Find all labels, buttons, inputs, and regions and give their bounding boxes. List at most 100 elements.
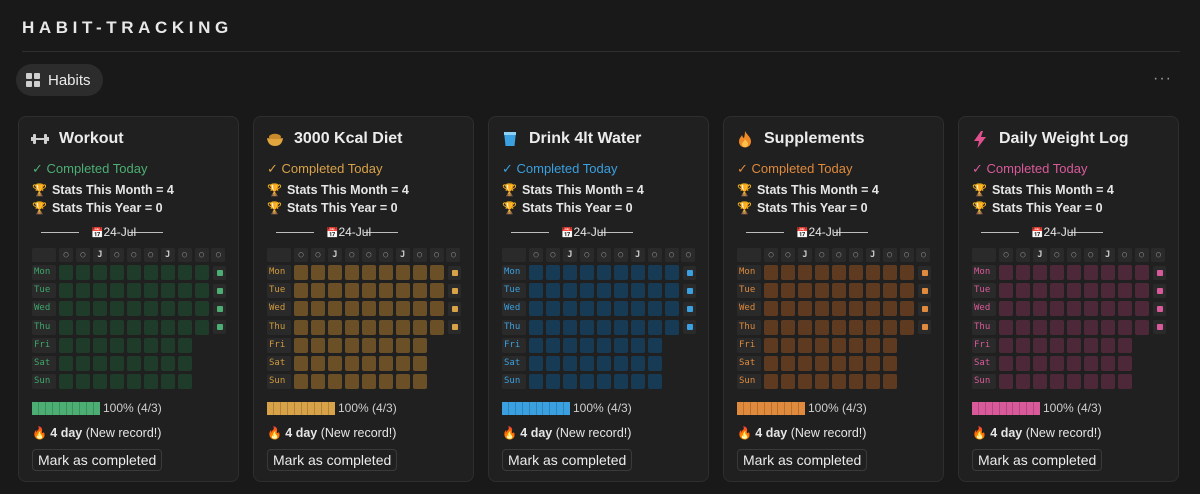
progress-segment [792,401,800,415]
today-marker [448,301,462,316]
day-label: Mon [502,265,526,280]
heatmap-cell [882,337,897,353]
heatmap-cell [75,374,90,390]
more-options-button[interactable]: ··· [1153,70,1172,87]
heatmap-cell [378,374,393,390]
mark-completed-button[interactable]: Mark as completed [32,449,163,471]
heatmap-row: Wed [737,301,932,317]
title-divider [22,51,1180,52]
view-tab-habits[interactable]: Habits [16,64,103,96]
heatmap-cell [999,319,1013,335]
trophy-icon: 🏆 [737,201,752,215]
heatmap-cell [1100,301,1115,317]
habit-title[interactable]: Supplements [764,130,865,147]
mark-completed-button[interactable]: Mark as completed [972,449,1103,471]
heatmap-cell [529,374,543,390]
today-marker [448,283,462,298]
heatmap-row: Mon [737,265,932,280]
heatmap-cell [865,265,880,280]
heatmap-month-cell: ○ [412,248,427,262]
streak: 🔥 4 day (New record!) [972,426,1101,440]
progress-segment [502,401,509,415]
date-marker: 📅24-Jul [41,225,163,239]
heatmap-cell [814,301,829,317]
heatmap-cell [848,301,863,317]
heatmap-cell [529,283,543,299]
heatmap-month-cell: ○ [446,248,461,262]
trophy-icon: 🏆 [502,183,517,197]
heatmap-cell [59,265,73,280]
heatmap-cell [361,301,376,317]
heatmap-cell [613,356,628,371]
heatmap-cell [344,337,359,353]
streak-count: 4 day [520,426,553,440]
mark-completed-button[interactable]: Mark as completed [267,449,398,471]
heatmap-month-cell: ○ [1151,248,1166,262]
heatmap-cell [1134,319,1149,335]
streak-count: 4 day [50,426,83,440]
heatmap-cell [109,265,124,280]
mark-completed-button[interactable]: Mark as completed [502,449,633,471]
heatmap-cell [1100,374,1115,390]
progress-segment [757,401,765,415]
heatmap-cell [109,374,124,390]
heatmap-cell [1100,356,1115,371]
heatmap-cell [596,374,611,390]
progress-segment [764,401,772,415]
date-rule-right [834,232,868,233]
streak-note: (New record!) [552,426,632,440]
heatmap-row: Fri [267,337,430,353]
heatmap-cell [344,319,359,335]
trophy-icon: 🏆 [972,201,987,215]
habit-title[interactable]: Daily Weight Log [999,130,1129,147]
day-label: Fri [32,337,56,353]
day-label: Sun [267,374,291,390]
progress-bar [737,401,806,415]
heatmap-row: Sun [972,374,1135,390]
day-label: Thu [502,319,526,335]
habit-title[interactable]: Drink 4lt Water [529,130,642,147]
heatmap-cell [109,319,124,335]
day-label: Wed [32,301,56,317]
habit-cards: Workout ✓ Completed Today 🏆 Stats This Mont… [18,116,1179,482]
heatmap-cell [310,374,325,390]
heatmap-cell [310,319,325,335]
heatmap-cell [613,337,628,353]
heatmap-cell [1117,265,1132,280]
heatmap-cell [1117,319,1132,335]
progress-segment [564,401,571,415]
heatmap-row: Tue [32,283,227,299]
progress-segment [273,401,281,415]
heatmap-cell [899,283,914,299]
heatmap-cell [75,337,90,353]
heatmap-cell [1117,374,1132,390]
heatmap-month-cell: ○ [916,248,931,262]
heatmap-cell [814,356,829,371]
day-label: Tue [502,283,526,299]
heatmap-month-cell: ○ [1083,248,1098,262]
habit-title[interactable]: 3000 Kcal Diet [294,130,403,147]
heatmap-cell [378,283,393,299]
day-label: Sun [972,374,996,390]
trophy-icon: 🏆 [737,183,752,197]
heatmap-month-cell: ○ [814,248,829,262]
heatmap-cell [831,319,846,335]
heatmap-cell [59,356,73,371]
heatmap-cell [1066,319,1081,335]
habit-title[interactable]: Workout [59,130,124,147]
progress-segment [737,401,744,415]
heatmap-cell [865,283,880,299]
heatmap-cell [545,301,560,317]
heatmap-month-cell: ○ [613,248,628,262]
streak: 🔥 4 day (New record!) [32,426,161,440]
today-marker [1153,301,1167,316]
heatmap-cell [92,337,107,353]
heatmap-month-cell: ○ [429,248,444,262]
heatmap-row: Thu [32,319,227,335]
heatmap-cell [529,319,543,335]
heatmap-cell [194,265,209,280]
mark-completed-button[interactable]: Mark as completed [737,449,868,471]
heatmap-cell [194,319,209,335]
heatmap-cell [160,283,175,299]
heatmap-row: Mon [502,265,697,280]
